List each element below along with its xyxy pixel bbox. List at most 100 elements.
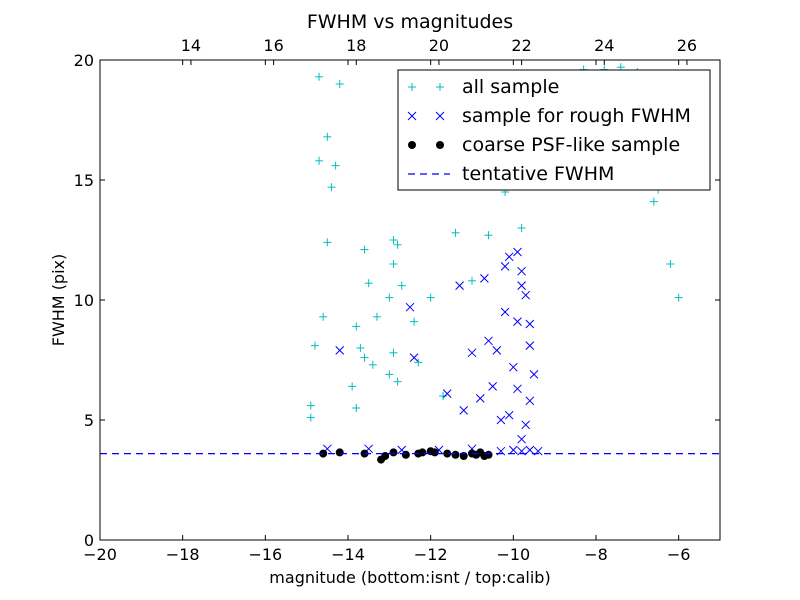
rough-point-15	[525, 319, 535, 329]
rough-point-13	[517, 266, 526, 276]
psf-point-10	[430, 448, 439, 457]
psf-point-5	[389, 448, 398, 457]
rough-point-24-b	[525, 396, 535, 406]
rough-point-25-b	[521, 420, 531, 430]
rough-point-4-b	[455, 281, 464, 290]
rough-point-3-b	[442, 389, 452, 398]
rough-point-26-b	[513, 384, 522, 394]
y-tick-label-3: 15	[74, 171, 94, 190]
legend-marker-b-0	[436, 83, 444, 91]
sample-point-23	[352, 404, 361, 412]
legend-marker-b-1	[435, 111, 445, 121]
rough-point-17-b	[529, 370, 539, 379]
x-tick-label-4: −12	[414, 545, 448, 564]
rough-point-0	[335, 346, 345, 355]
rough-point-24	[525, 396, 535, 406]
legend-marker-b-2	[436, 141, 444, 149]
rough-point-22	[459, 406, 469, 415]
legend-marker-b-1-b	[435, 111, 445, 121]
rough-point-16	[525, 341, 535, 350]
psf-point-11-dot	[443, 449, 452, 458]
sample-point-38	[517, 224, 526, 232]
sample-point-22	[348, 382, 357, 391]
psf-point-4	[381, 452, 390, 460]
rough-point-23-b	[517, 434, 526, 444]
top-tick-label-6: 26	[677, 36, 697, 55]
sample-point-2	[323, 132, 332, 141]
rough-point-8	[488, 382, 498, 391]
y-tick-label-1: 5	[84, 411, 94, 430]
rough-point-11	[504, 252, 514, 262]
sample-point-37	[674, 293, 683, 302]
legend-marker-a-1	[407, 111, 417, 121]
psf-point-0	[319, 449, 328, 458]
rough-point-17	[529, 370, 539, 379]
sample-point-19	[389, 348, 398, 357]
rough-point-20	[496, 415, 506, 425]
sample-point-10	[319, 312, 328, 321]
sample-point-36	[666, 260, 675, 268]
sample-point-16	[356, 344, 365, 352]
rough-point-19-b	[508, 362, 518, 372]
sample-point-15	[397, 281, 406, 290]
x-tick-label-6: −8	[584, 545, 608, 564]
rough-point-14-b	[521, 290, 531, 300]
rough-point-6	[480, 274, 489, 283]
sample-point-43	[360, 353, 369, 362]
sample-point-6	[323, 238, 332, 247]
rough-point-5	[467, 348, 477, 358]
sample-point-3	[331, 161, 340, 170]
psf-point-8-dot	[418, 448, 427, 457]
psf-point-11	[443, 449, 452, 458]
sample-point-47	[484, 231, 493, 240]
rough-point-29	[517, 281, 526, 290]
top-tick-label-4: 22	[511, 36, 531, 55]
rough-point-0-b	[335, 346, 345, 355]
sample-point-25	[306, 413, 315, 422]
rough-point-3	[442, 389, 452, 398]
legend-label-1: sample for rough FWHM	[462, 105, 691, 127]
y-tick-label-0: 0	[84, 531, 94, 550]
top-tick-label-0: 14	[181, 36, 201, 55]
rough-point-7-b	[484, 336, 493, 346]
x-tick-label-7: −6	[667, 545, 691, 564]
sample-point-17	[352, 322, 361, 331]
rough-point-10-b	[500, 307, 510, 317]
rough-point-22-b	[459, 406, 469, 415]
rough-point-28-b	[500, 262, 510, 271]
rough-point-12	[513, 247, 522, 257]
rough-point-13-b	[517, 266, 526, 276]
top-tick-label-3: 20	[429, 36, 449, 55]
legend: all sample sample for rough FWHM coarse PS…	[397, 69, 711, 191]
sample-point-7	[360, 245, 369, 254]
psf-point-18-dot	[484, 450, 493, 459]
y-tick-label-2: 10	[74, 291, 94, 310]
rough-point-23	[517, 434, 526, 444]
sample-point-35	[649, 197, 658, 206]
sample-point-44	[389, 260, 398, 268]
legend-label-0: all sample	[462, 76, 559, 98]
rough-point-38-b	[525, 445, 535, 455]
sample-point-9	[393, 240, 402, 249]
rough-point-8-b	[488, 382, 498, 391]
x-tick-label-5: −10	[496, 545, 530, 564]
psf-point-4-dot	[381, 452, 390, 460]
x-tick-label-0: −20	[83, 545, 117, 564]
sample-point-4	[315, 156, 324, 165]
rough-point-27	[504, 410, 514, 420]
rough-point-14	[521, 290, 531, 300]
x-axis-label: magnitude (bottom:isnt / top:calib)	[269, 568, 550, 587]
psf-point-1-dot	[335, 448, 344, 457]
rough-point-26	[513, 384, 522, 394]
sample-point-21	[393, 377, 402, 386]
sample-point-1	[335, 80, 344, 88]
sample-point-24	[306, 401, 315, 410]
rough-point-2	[409, 353, 419, 362]
rough-point-15-b	[525, 319, 535, 329]
rough-point-1	[405, 302, 415, 312]
sample-point-42	[368, 360, 377, 369]
sample-point-20	[385, 370, 394, 379]
rough-point-21	[475, 394, 485, 403]
rough-point-19	[508, 362, 518, 372]
rough-point-18-b	[513, 317, 522, 326]
